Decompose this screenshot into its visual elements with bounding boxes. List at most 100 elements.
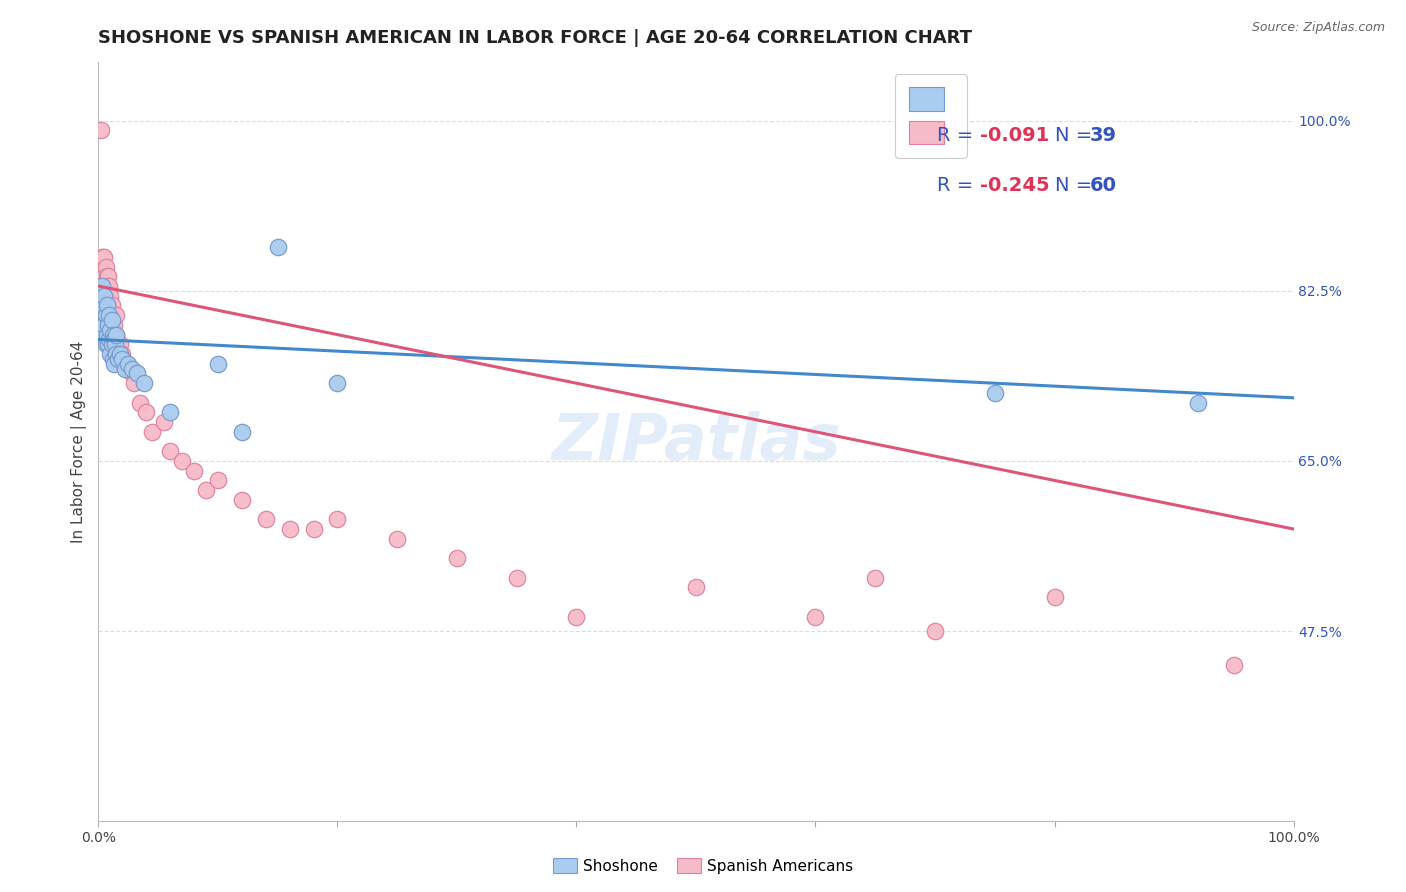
Point (98, 289, 122, 303)
Point (159, 405, 181, 419)
Point (110, 351, 132, 366)
Point (103, 333, 125, 347)
Point (94, 279, 117, 293)
Legend: , : , (896, 74, 967, 158)
Point (93, 289, 115, 303)
Point (105, 347, 128, 361)
Point (326, 376, 349, 391)
Point (121, 361, 143, 376)
Point (94, 260, 117, 274)
Point (91, 279, 114, 293)
Point (91, 269, 114, 284)
Point (984, 386, 1007, 401)
Point (865, 571, 887, 585)
Point (207, 357, 229, 371)
Point (117, 361, 139, 376)
Point (111, 351, 134, 366)
Point (117, 357, 139, 371)
Point (98, 308, 122, 322)
Point (98, 333, 121, 347)
Point (108, 337, 131, 351)
Point (107, 347, 129, 361)
Point (153, 415, 176, 429)
Point (101, 327, 124, 342)
Point (93, 289, 115, 303)
Point (91, 327, 114, 342)
Point (96, 289, 118, 303)
Y-axis label: In Labor Force | Age 20-64: In Labor Force | Age 20-64 (72, 341, 87, 542)
Point (195, 483, 218, 497)
Text: -0.091: -0.091 (980, 126, 1049, 145)
Point (100, 313, 122, 327)
Point (103, 318, 125, 332)
Point (231, 492, 253, 507)
Point (121, 367, 143, 381)
Point (100, 298, 122, 312)
Point (98, 279, 121, 293)
Point (101, 327, 124, 342)
Point (254, 512, 277, 526)
Text: R =: R = (936, 176, 980, 195)
Point (96, 269, 118, 284)
Point (101, 351, 124, 366)
Point (97, 318, 120, 332)
Point (1043, 590, 1066, 604)
Point (103, 337, 125, 351)
Point (183, 464, 205, 478)
Text: 39: 39 (1090, 126, 1116, 145)
Point (107, 351, 129, 366)
Point (97, 269, 120, 284)
Point (91, 298, 114, 312)
Point (278, 522, 301, 536)
Text: R =: R = (936, 126, 980, 145)
Point (1223, 658, 1246, 673)
Point (103, 357, 125, 371)
Point (125, 367, 148, 381)
Point (267, 240, 290, 254)
Point (132, 376, 155, 391)
Point (231, 425, 253, 439)
Point (924, 624, 946, 639)
Point (114, 357, 136, 371)
Point (1187, 395, 1209, 409)
Point (96, 298, 118, 312)
Point (105, 327, 128, 342)
Point (91, 289, 114, 303)
Point (94, 308, 117, 322)
Text: ZIPatlas: ZIPatlas (551, 410, 841, 473)
Point (506, 571, 529, 585)
Text: 60: 60 (1090, 176, 1116, 195)
Point (101, 308, 124, 322)
Text: SHOSHONE VS SPANISH AMERICAN IN LABOR FORCE | AGE 20-64 CORRELATION CHART: SHOSHONE VS SPANISH AMERICAN IN LABOR FO… (98, 29, 973, 47)
Point (98, 327, 122, 342)
Point (104, 337, 127, 351)
Point (93, 269, 115, 284)
Point (98, 303, 121, 318)
Point (124, 376, 146, 391)
Text: -0.245: -0.245 (980, 176, 1050, 195)
Point (685, 580, 707, 594)
Point (98, 308, 121, 322)
Point (91, 250, 114, 264)
Point (93, 250, 115, 264)
Point (93, 318, 115, 332)
Point (129, 395, 152, 409)
Point (159, 444, 181, 458)
Point (90, 123, 112, 137)
Point (385, 532, 409, 546)
Text: N =: N = (1054, 126, 1098, 145)
Point (100, 337, 122, 351)
Point (114, 361, 136, 376)
Point (98, 323, 122, 337)
Point (111, 347, 134, 361)
Point (135, 405, 157, 419)
Point (97, 298, 120, 312)
Point (98, 347, 122, 361)
Point (105, 327, 128, 342)
Point (326, 512, 349, 526)
Point (94, 337, 117, 351)
Point (100, 318, 122, 332)
Point (97, 337, 120, 351)
Point (105, 308, 128, 322)
Point (804, 609, 827, 624)
